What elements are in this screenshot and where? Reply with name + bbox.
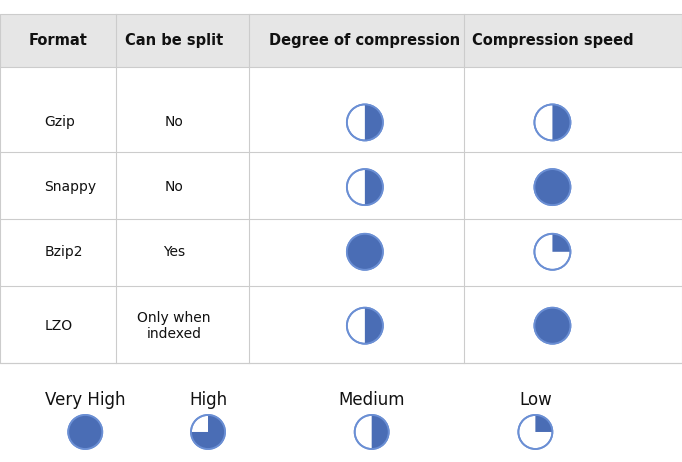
Ellipse shape <box>347 308 383 344</box>
Polygon shape <box>535 415 552 432</box>
Text: Bzip2: Bzip2 <box>44 245 83 259</box>
Polygon shape <box>365 169 383 205</box>
Text: No: No <box>164 180 183 194</box>
Ellipse shape <box>535 169 570 205</box>
Ellipse shape <box>68 415 102 449</box>
Text: Yes: Yes <box>163 245 185 259</box>
Text: Compression speed: Compression speed <box>472 33 633 48</box>
Text: Format: Format <box>29 33 87 48</box>
Polygon shape <box>552 234 570 252</box>
Polygon shape <box>365 308 383 344</box>
Ellipse shape <box>68 415 102 449</box>
Ellipse shape <box>518 415 552 449</box>
Ellipse shape <box>535 169 570 205</box>
Ellipse shape <box>347 234 383 270</box>
Text: Can be split: Can be split <box>125 33 223 48</box>
Ellipse shape <box>535 104 570 140</box>
Text: Low: Low <box>519 391 552 408</box>
Ellipse shape <box>535 308 570 344</box>
Polygon shape <box>552 104 570 140</box>
Text: Medium: Medium <box>338 391 405 408</box>
Text: Snappy: Snappy <box>44 180 96 194</box>
Polygon shape <box>191 415 225 449</box>
Text: LZO: LZO <box>44 319 72 333</box>
Ellipse shape <box>347 234 383 270</box>
Ellipse shape <box>191 415 225 449</box>
Text: Only when
indexed: Only when indexed <box>137 310 211 341</box>
Text: Gzip: Gzip <box>44 116 75 129</box>
Ellipse shape <box>535 234 570 270</box>
Polygon shape <box>365 104 383 140</box>
Text: Very High: Very High <box>45 391 125 408</box>
Ellipse shape <box>347 104 383 140</box>
Text: High: High <box>189 391 227 408</box>
Text: Degree of compression: Degree of compression <box>269 33 460 48</box>
Polygon shape <box>372 415 389 449</box>
Ellipse shape <box>347 169 383 205</box>
Ellipse shape <box>355 415 389 449</box>
FancyBboxPatch shape <box>0 14 682 67</box>
Text: No: No <box>164 116 183 129</box>
Ellipse shape <box>535 308 570 344</box>
